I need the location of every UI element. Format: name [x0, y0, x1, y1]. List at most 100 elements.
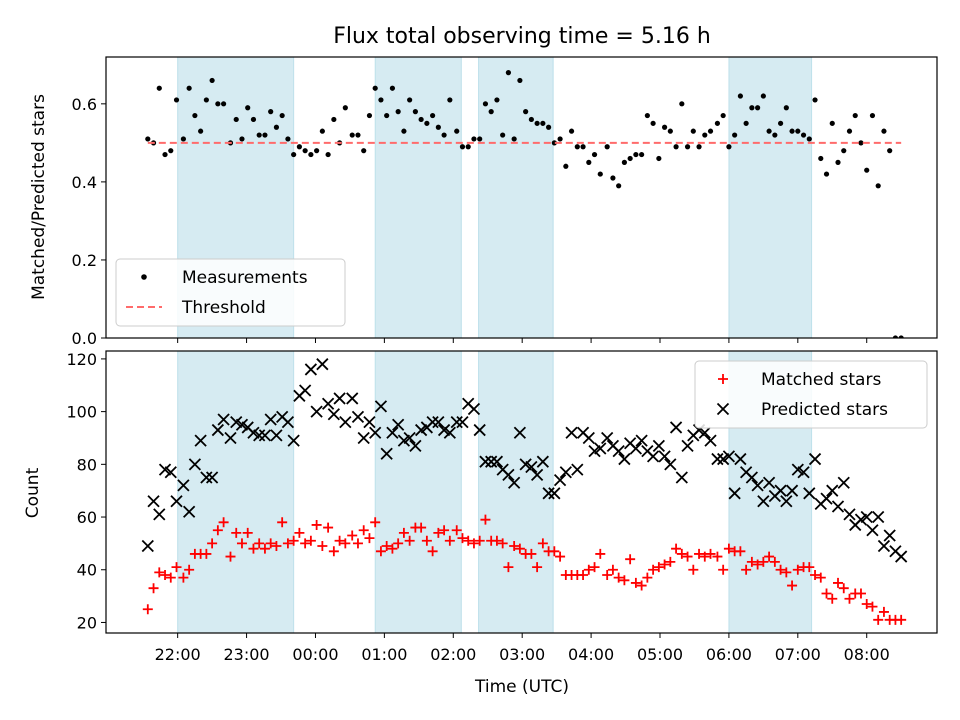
matched-stars-point	[855, 588, 866, 599]
measurements-point	[881, 128, 887, 134]
predicted-stars-point	[177, 479, 190, 492]
measurements-point	[772, 132, 778, 138]
predicted-stars-point	[837, 476, 850, 489]
matched-stars-point	[659, 559, 670, 570]
measurements-point	[488, 109, 494, 115]
matched-stars-point	[364, 533, 375, 544]
predicted-stars-point	[553, 474, 567, 487]
top-plot-area	[145, 70, 904, 338]
matched-stars-point	[642, 572, 653, 583]
matched-stars-point	[288, 535, 299, 546]
x-axis-label: Time (UTC)	[474, 677, 569, 697]
predicted-stars-point	[467, 402, 481, 416]
matched-stars-point	[815, 572, 826, 583]
bottom-y-tick-label: 120	[66, 350, 97, 369]
bottom-shaded-interval	[177, 350, 295, 634]
predicted-stars-point	[780, 495, 793, 508]
matched-stars-point	[671, 543, 682, 554]
predicted-stars-point	[211, 423, 224, 437]
top-shaded-interval	[478, 56, 554, 339]
predicted-stars-point	[316, 358, 329, 371]
measurements-point	[684, 144, 691, 150]
bottom-y-tick-label: 60	[77, 508, 97, 527]
measurements-point	[702, 132, 708, 138]
matched-stars-point	[160, 570, 171, 581]
matched-stars-point	[248, 543, 259, 554]
predicted-stars-point	[652, 439, 665, 453]
predicted-stars-point	[808, 452, 822, 466]
x-tick-label: 08:00	[844, 645, 890, 664]
matched-stars-point	[867, 601, 878, 612]
legend-marker-measurements	[141, 274, 147, 280]
matched-stars-point	[370, 517, 381, 528]
predicted-stars-point	[374, 400, 388, 413]
measurements-point	[173, 97, 180, 103]
measurements-point	[644, 112, 650, 119]
measurements-point	[220, 101, 227, 107]
x-tick-label: 05:00	[637, 645, 683, 664]
matched-stars-point	[636, 580, 647, 591]
predicted-stars-point	[270, 429, 283, 442]
matched-stars-point	[259, 543, 270, 554]
predicted-stars-point	[164, 466, 177, 479]
predicted-stars-point	[762, 476, 776, 489]
matched-stars-point	[630, 577, 641, 588]
predicted-stars-point	[594, 442, 607, 455]
matched-stars-point	[741, 564, 752, 575]
matched-stars-point	[781, 567, 792, 578]
matched-stars-point	[317, 541, 328, 552]
legend-label-predicted-stars: Predicted stars	[761, 400, 888, 420]
bottom-legend: Matched stars Predicted stars	[694, 360, 928, 429]
matched-stars-point	[619, 575, 630, 586]
predicted-stars-point	[559, 466, 572, 479]
matched-stars-point	[873, 614, 884, 625]
measurements-point	[829, 120, 835, 126]
measurements-point	[806, 136, 812, 142]
top-shaded-interval	[728, 56, 813, 339]
matched-stars-point	[804, 562, 815, 573]
matched-stars-point	[833, 577, 844, 588]
matched-stars-point	[827, 593, 838, 604]
measurements-point	[726, 144, 732, 150]
bottom-plot-area	[141, 358, 908, 625]
matched-stars-point	[758, 556, 769, 567]
matched-stars-point	[300, 538, 311, 549]
measurements-point	[325, 151, 331, 158]
predicted-stars-point	[704, 434, 717, 447]
matched-stars-point	[723, 543, 734, 554]
predicted-stars-point	[803, 487, 816, 500]
measurements-point	[477, 136, 483, 142]
measurements-point	[145, 136, 151, 142]
predicted-stars-point	[681, 439, 694, 453]
matched-stars-point	[583, 564, 594, 575]
top-y-axis-label: Matched/Predicted stars	[29, 94, 49, 300]
measurements-point	[517, 77, 523, 84]
predicted-stars-point	[669, 421, 683, 434]
predicted-stars-point	[582, 431, 595, 445]
predicted-stars-point	[205, 471, 219, 484]
top-panel: 0.0 0.2 0.4 0.6 Measurements Threshold	[72, 56, 938, 348]
matched-stars-point	[676, 548, 687, 559]
measurements-point	[610, 175, 616, 181]
bottom-y-axis-label: Count	[23, 467, 43, 518]
measurements-point	[482, 101, 489, 107]
measurements-point	[273, 124, 280, 130]
predicted-stars-point	[170, 495, 183, 508]
predicted-stars-point	[253, 429, 266, 442]
measurements-point	[285, 136, 291, 142]
x-tick-label: 23:00	[224, 645, 270, 664]
matched-stars-point	[688, 564, 699, 575]
measurements-point	[818, 155, 824, 162]
measurements-point	[198, 128, 204, 134]
matched-stars-point	[503, 562, 514, 573]
x-tick-label: 02:00	[430, 645, 476, 664]
measurements-point	[534, 120, 540, 126]
measurements-point	[349, 132, 355, 138]
matched-stars-point	[352, 538, 363, 549]
predicted-stars-point	[860, 510, 873, 524]
measurements-point	[471, 136, 477, 142]
measurements-point	[743, 120, 749, 126]
predicted-stars-point	[826, 484, 839, 497]
measurements-point	[586, 159, 592, 165]
